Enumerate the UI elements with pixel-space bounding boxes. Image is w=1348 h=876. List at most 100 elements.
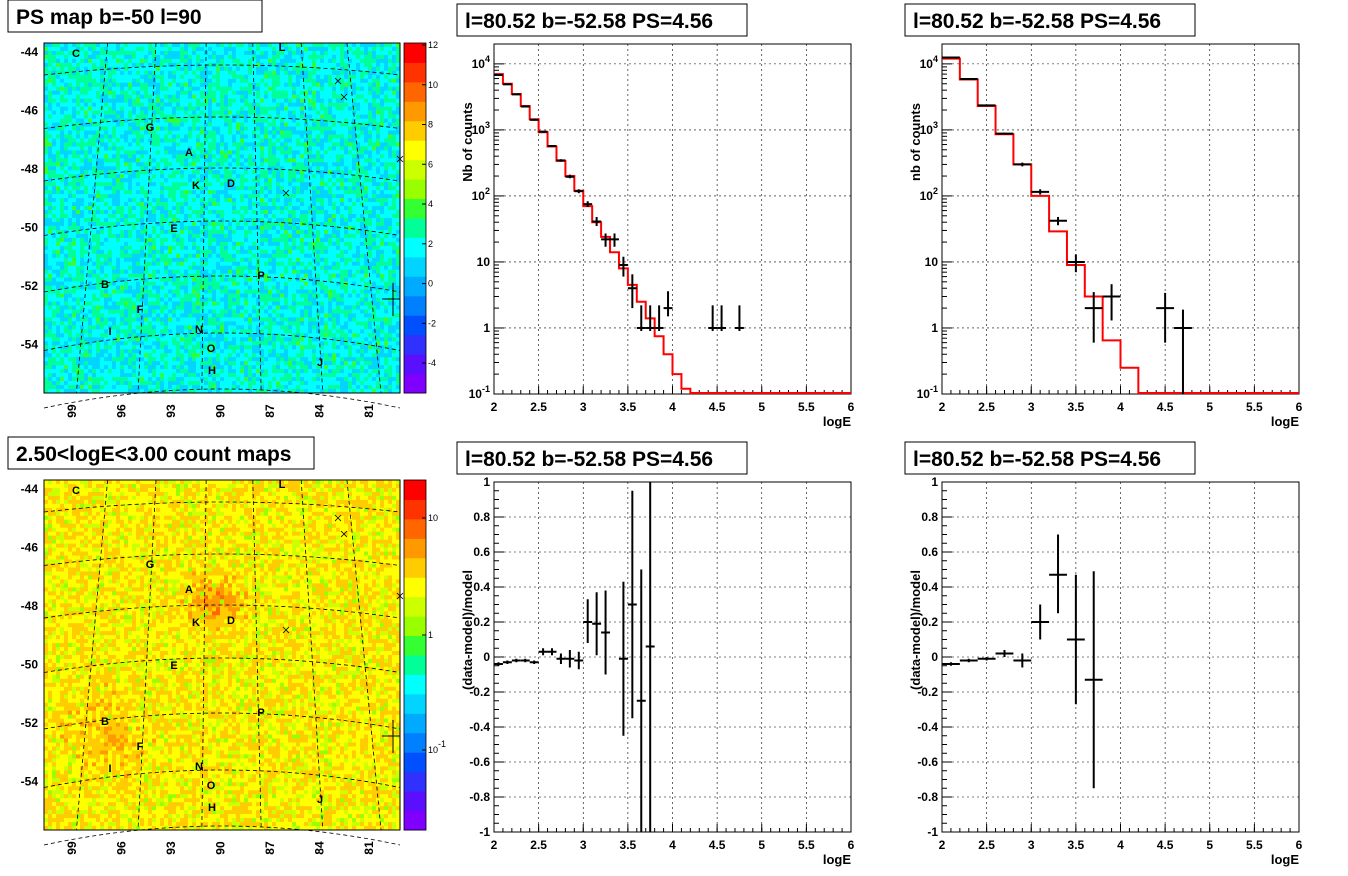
map-pixel xyxy=(280,99,284,103)
map-pixel xyxy=(336,91,340,95)
map-pixel xyxy=(156,134,160,138)
map-pixel xyxy=(152,174,156,178)
map-pixel xyxy=(356,123,360,127)
map-pixel xyxy=(64,154,68,158)
map-pixel xyxy=(156,75,160,79)
map-pixel xyxy=(68,154,72,158)
map-pixel xyxy=(48,83,52,87)
map-pixel xyxy=(120,43,124,47)
map-pixel xyxy=(44,115,48,119)
map-pixel xyxy=(296,178,300,182)
map-pixel xyxy=(260,55,264,59)
map-pixel xyxy=(116,138,120,142)
map-pixel xyxy=(232,194,236,198)
map-pixel xyxy=(60,59,64,63)
map-pixel xyxy=(200,91,204,95)
map-pixel xyxy=(192,51,196,55)
map-pixel xyxy=(264,79,268,83)
map-pixel xyxy=(196,95,200,99)
map-pixel xyxy=(316,142,320,146)
map-pixel xyxy=(352,87,356,91)
map-pixel xyxy=(340,67,344,71)
map-pixel xyxy=(88,178,92,182)
map-pixel xyxy=(280,174,284,178)
map-pixel xyxy=(236,146,240,150)
map-pixel xyxy=(332,115,336,119)
map-pixel xyxy=(232,95,236,99)
map-pixel xyxy=(112,103,116,107)
map-pixel xyxy=(320,87,324,91)
map-pixel xyxy=(188,71,192,75)
map-pixel xyxy=(48,67,52,71)
map-pixel xyxy=(80,150,84,154)
map-pixel xyxy=(120,67,124,71)
map-pixel xyxy=(136,174,140,178)
map-pixel xyxy=(296,83,300,87)
map-pixel xyxy=(364,154,368,158)
map-pixel xyxy=(120,182,124,186)
map-pixel xyxy=(208,107,212,111)
map-pixel xyxy=(376,75,380,79)
map-pixel xyxy=(160,178,164,182)
map-pixel xyxy=(292,107,296,111)
map-pixel xyxy=(160,111,164,115)
map-pixel xyxy=(336,47,340,51)
map-pixel xyxy=(80,63,84,67)
map-pixel xyxy=(156,178,160,182)
map-pixel xyxy=(212,51,216,55)
map-pixel xyxy=(208,134,212,138)
map-pixel xyxy=(288,95,292,99)
map-pixel xyxy=(212,59,216,63)
map-pixel xyxy=(184,174,188,178)
map-pixel xyxy=(344,59,348,63)
map-pixel xyxy=(328,190,332,194)
map-pixel xyxy=(116,47,120,51)
map-pixel xyxy=(292,59,296,63)
map-pixel xyxy=(188,75,192,79)
map-pixel xyxy=(156,154,160,158)
map-pixel xyxy=(108,186,112,190)
map-pixel xyxy=(212,146,216,150)
map-pixel xyxy=(120,99,124,103)
map-pixel xyxy=(276,63,280,67)
map-pixel xyxy=(52,123,56,127)
map-pixel xyxy=(128,174,132,178)
map-pixel xyxy=(116,51,120,55)
map-pixel xyxy=(184,107,188,111)
map-pixel xyxy=(96,119,100,123)
map-pixel xyxy=(88,63,92,67)
map-pixel xyxy=(284,142,288,146)
map-pixel xyxy=(352,75,356,79)
map-pixel xyxy=(52,182,56,186)
map-pixel xyxy=(108,99,112,103)
map-pixel xyxy=(328,75,332,79)
map-pixel xyxy=(164,198,168,202)
map-pixel xyxy=(324,51,328,55)
map-pixel xyxy=(148,206,152,210)
map-pixel xyxy=(204,87,208,91)
map-pixel xyxy=(60,103,64,107)
map-pixel xyxy=(112,158,116,162)
map-pixel xyxy=(216,107,220,111)
map-pixel xyxy=(388,63,392,67)
map-pixel xyxy=(56,138,60,142)
map-pixel xyxy=(44,190,48,194)
map-pixel xyxy=(260,119,264,123)
map-pixel xyxy=(84,174,88,178)
map-pixel xyxy=(300,194,304,198)
map-pixel xyxy=(192,107,196,111)
map-pixel xyxy=(156,79,160,83)
map-pixel xyxy=(372,150,376,154)
map-pixel xyxy=(348,146,352,150)
map-pixel xyxy=(160,103,164,107)
map-pixel xyxy=(168,142,172,146)
map-pixel xyxy=(320,198,324,202)
map-pixel xyxy=(200,79,204,83)
map-pixel xyxy=(288,170,292,174)
map-pixel xyxy=(332,138,336,142)
map-pixel xyxy=(120,162,124,166)
map-pixel xyxy=(72,178,76,182)
map-pixel xyxy=(68,123,72,127)
map-pixel xyxy=(60,115,64,119)
map-pixel xyxy=(188,206,192,210)
